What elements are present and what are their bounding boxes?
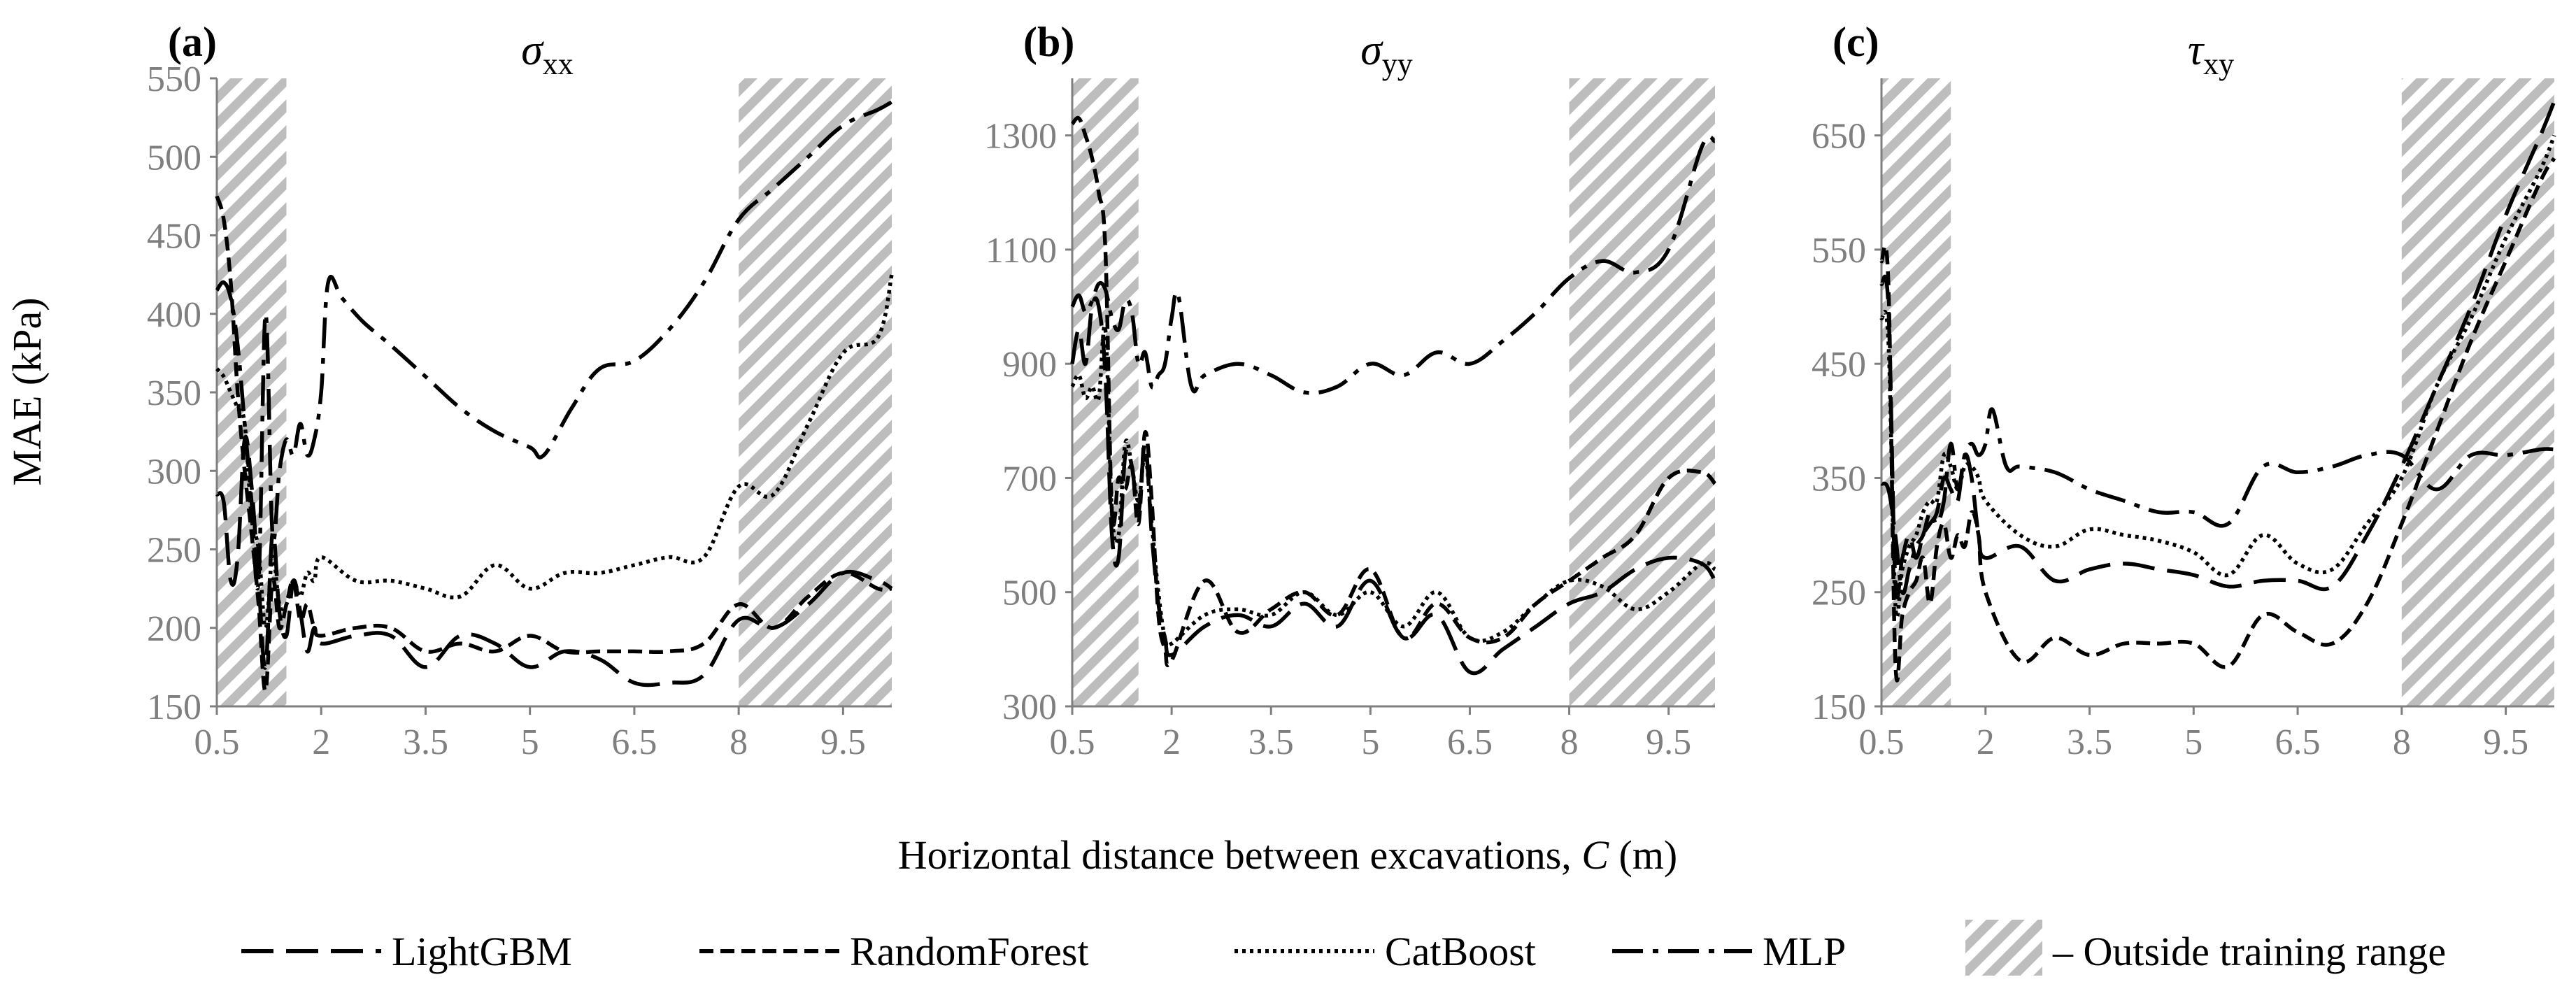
panel-a: 150 200 250 300 350 400 450 500 550 0.5 2 3.5 5 6.5 8 9… bbox=[147, 19, 894, 762]
y-tick-label: 450 bbox=[147, 217, 201, 257]
x-tick-label: 8 bbox=[1560, 722, 1579, 762]
legend-label-outside-training-range: – Outside training range bbox=[2052, 929, 2446, 974]
panel-title: τxy bbox=[2188, 27, 2234, 81]
x-tick-label: 6.5 bbox=[611, 722, 657, 762]
y-tick-label: 150 bbox=[1812, 687, 1866, 727]
panel-c: 150 250 350 450 550 650 0.5 2 3.5 5 6.5 8 9.5 (c) τxy bbox=[1812, 19, 2556, 762]
y-tick-label: 350 bbox=[147, 373, 201, 413]
panel-label: (a) bbox=[168, 19, 217, 65]
series-randomforest-line bbox=[1879, 157, 2556, 683]
x-tick-label: 0.5 bbox=[1050, 722, 1095, 762]
x-axis-label-suffix: (m) bbox=[1609, 832, 1677, 878]
y-tick-label: 550 bbox=[1812, 231, 1866, 271]
y-tick-label: 1300 bbox=[984, 117, 1057, 157]
panel-title-symbol: τ bbox=[2188, 27, 2205, 74]
series-lightgbm-line bbox=[215, 434, 893, 687]
x-tick-label: 3.5 bbox=[403, 722, 448, 762]
y-tick-label: 300 bbox=[147, 452, 201, 492]
panel-title-symbol: σ bbox=[1360, 27, 1383, 74]
y-tick-label: 1100 bbox=[985, 231, 1057, 271]
x-tick-label: 3.5 bbox=[1248, 722, 1294, 762]
x-tick-label: 9.5 bbox=[2483, 722, 2528, 762]
y-tick-label: 250 bbox=[147, 531, 201, 571]
y-tick-label: 550 bbox=[147, 59, 201, 99]
series-catboost-line bbox=[215, 274, 894, 630]
x-tick-label: 5 bbox=[1361, 722, 1379, 762]
series-randomforest-line bbox=[1070, 115, 1717, 667]
x-tick-label: 3.5 bbox=[2067, 722, 2112, 762]
series-lightgbm-line bbox=[1879, 100, 2556, 599]
y-tick-label: 450 bbox=[1812, 345, 1866, 385]
series-randomforest-line bbox=[215, 195, 892, 693]
x-tick-label: 6.5 bbox=[2275, 722, 2321, 762]
outside-range-shading-2 bbox=[739, 78, 892, 706]
x-axis-label-prefix: Horizontal distance between excavations, bbox=[898, 832, 1582, 878]
x-tick-label: 0.5 bbox=[194, 722, 240, 762]
panel-title-symbol: σ bbox=[521, 27, 544, 74]
x-tick-label: 2 bbox=[1162, 722, 1181, 762]
series-mlp-line bbox=[1070, 134, 1717, 395]
legend-label-mlp: MLP bbox=[1763, 929, 1846, 974]
panel-title-subscript: xy bbox=[2203, 47, 2234, 81]
x-tick-label: 8 bbox=[2393, 722, 2411, 762]
series-mlp-line bbox=[215, 100, 893, 591]
y-tick-label: 150 bbox=[147, 687, 201, 727]
x-tick-label: 5 bbox=[2184, 722, 2203, 762]
y-axis-label: MAE (kPa) bbox=[4, 297, 50, 485]
y-tick-label: 500 bbox=[1002, 573, 1057, 613]
series-mlp-line bbox=[1880, 407, 2555, 596]
x-tick-label: 2 bbox=[1977, 722, 1995, 762]
panel-title: σyy bbox=[1360, 27, 1413, 81]
x-tick-label: 5 bbox=[521, 722, 539, 762]
y-tick-label: 400 bbox=[147, 295, 201, 335]
outside-range-shading-2 bbox=[2401, 78, 2554, 706]
x-tick-label: 9.5 bbox=[1646, 722, 1691, 762]
x-tick-label: 8 bbox=[730, 722, 748, 762]
panel-label: (b) bbox=[1023, 19, 1074, 65]
legend-item-randomforest: RandomForest bbox=[699, 929, 1089, 974]
legend-item-mlp: MLP bbox=[1612, 929, 1846, 974]
x-tick-label: 6.5 bbox=[1447, 722, 1493, 762]
legend-label-randomforest: RandomForest bbox=[850, 929, 1089, 974]
legend-item-outside-training-range: – Outside training range bbox=[1965, 920, 2446, 976]
panel-title-subscript: yy bbox=[1382, 47, 1413, 81]
x-tick-label: 9.5 bbox=[820, 722, 866, 762]
y-tick-label: 350 bbox=[1812, 459, 1866, 499]
legend-item-catboost: CatBoost bbox=[1234, 929, 1536, 974]
y-tick-label: 650 bbox=[1812, 117, 1866, 157]
legend-label-catboost: CatBoost bbox=[1385, 929, 1536, 974]
x-tick-label: 0.5 bbox=[1859, 722, 1905, 762]
y-tick-label: 700 bbox=[1002, 459, 1057, 499]
outside-range-shading-1 bbox=[1881, 78, 1951, 706]
y-tick-label: 300 bbox=[1002, 687, 1057, 727]
panels: 150 200 250 300 350 400 450 500 550 0.5 2 3.5 5 6.5 8 9… bbox=[147, 19, 2556, 762]
y-tick-label: 900 bbox=[1002, 345, 1057, 385]
legend-swatch-hatch bbox=[1965, 920, 2042, 976]
panel-label: (c) bbox=[1833, 19, 1879, 65]
x-axis-label: Horizontal distance between excavations,… bbox=[898, 832, 1678, 878]
panel-title-subscript: xx bbox=[543, 47, 574, 81]
x-tick-label: 2 bbox=[312, 722, 330, 762]
legend-label-lightgbm: LightGBM bbox=[392, 929, 572, 974]
legend: LightGBM RandomForest CatBoost MLP – Out… bbox=[241, 920, 2446, 976]
panel-b: 300 500 700 900 1100 1300 0.5 2 3.5 5 6.5 8 9.5 (b) σy… bbox=[984, 19, 1717, 762]
y-tick-label: 200 bbox=[147, 609, 201, 649]
outside-range-shading-2 bbox=[1569, 78, 1715, 706]
y-tick-label: 500 bbox=[147, 138, 201, 178]
panel-title: σxx bbox=[521, 27, 574, 81]
series-catboost-line bbox=[1879, 134, 2556, 620]
legend-item-lightgbm: LightGBM bbox=[241, 929, 572, 974]
y-tick-label: 250 bbox=[1812, 573, 1866, 613]
x-axis-label-variable: C bbox=[1581, 832, 1609, 878]
